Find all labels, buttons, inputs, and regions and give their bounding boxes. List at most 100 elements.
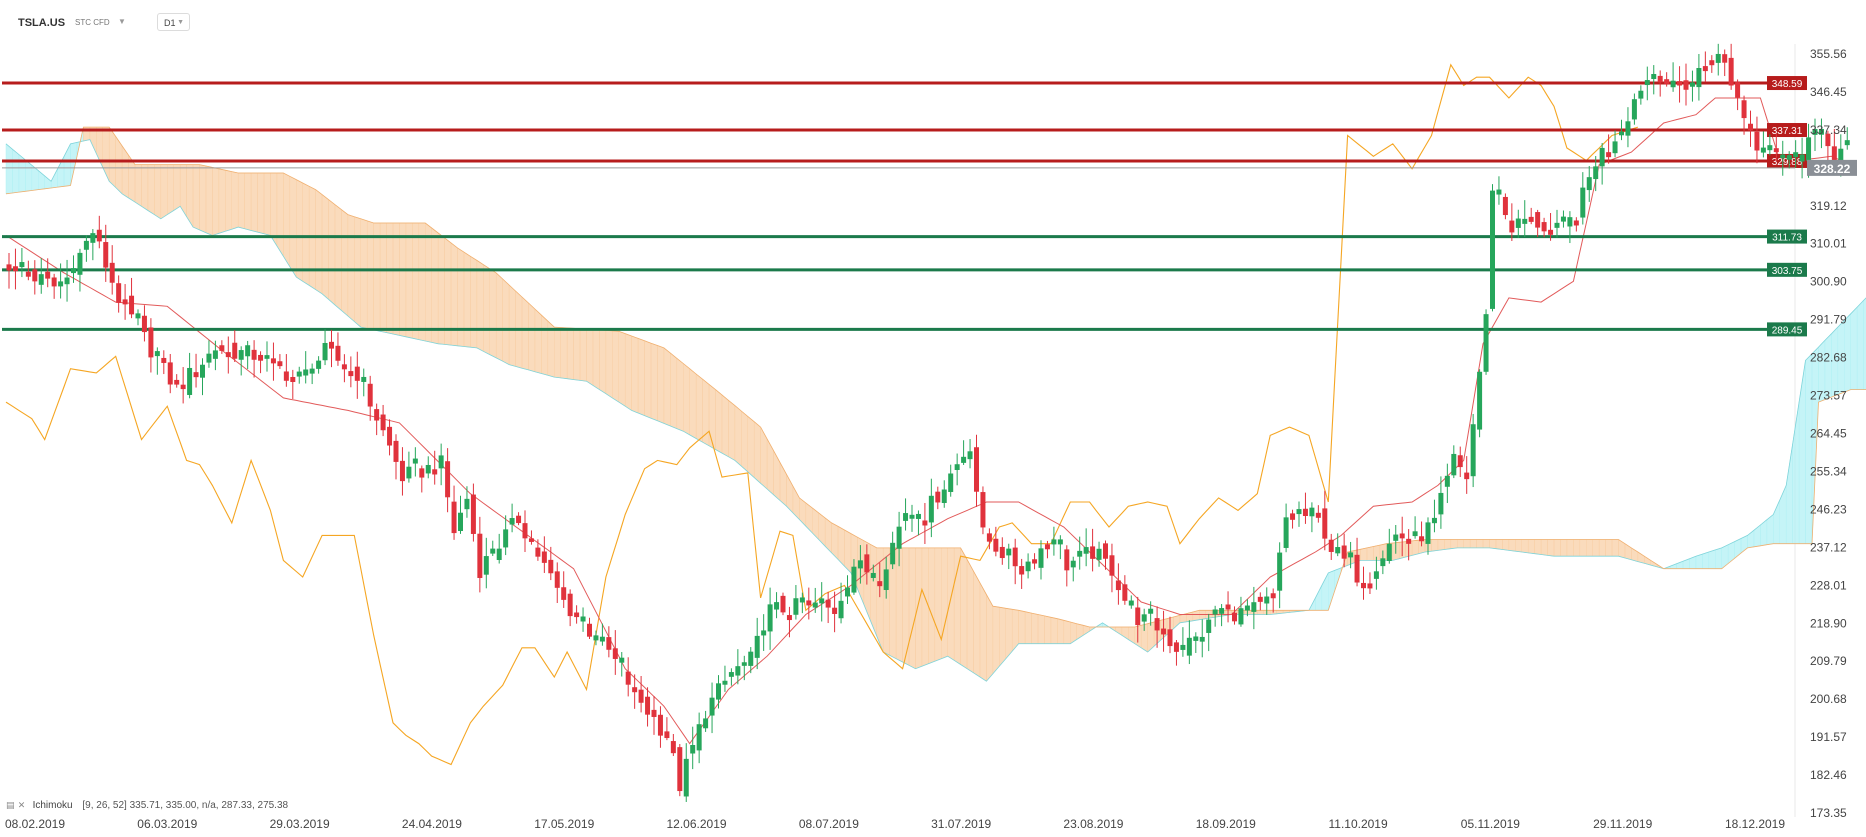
candle-body: [58, 281, 64, 287]
candle-body: [322, 342, 328, 361]
cloud-segment: [379, 222, 387, 333]
candle-body: [1148, 608, 1154, 614]
candle-body: [774, 602, 780, 610]
candle-body: [1115, 580, 1121, 591]
candle-body: [1612, 141, 1618, 154]
cloud-segment: [1024, 611, 1032, 644]
candle-body: [657, 714, 663, 736]
candle-body: [1689, 82, 1695, 87]
candle-body: [1367, 583, 1373, 589]
candle-body: [1083, 547, 1089, 554]
level-tag: [1767, 262, 1807, 277]
cloud-segment: [1057, 618, 1065, 644]
candle-body: [1515, 218, 1521, 228]
candle-body: [974, 447, 979, 492]
candle-body: [154, 351, 160, 357]
candle-body: [71, 268, 76, 274]
candle-body: [1715, 53, 1721, 63]
cloud-segment: [986, 594, 994, 682]
candle-body: [1154, 618, 1160, 631]
candle-body: [225, 352, 231, 358]
cloud-segment: [1798, 360, 1806, 544]
candle-body: [174, 379, 180, 385]
kijun-line: [5, 97, 1851, 745]
cloud-segment: [225, 169, 232, 232]
cloud-segment: [592, 329, 600, 391]
candle-body: [587, 623, 592, 637]
cloud-segment: [1560, 539, 1568, 557]
candle-body: [419, 468, 425, 478]
indicator-name: Ichimoku: [32, 800, 73, 811]
candle-body: [1225, 604, 1231, 610]
cloud-segment: [437, 232, 445, 345]
candle-body: [909, 514, 915, 519]
candle-body: [780, 595, 786, 613]
candle-body: [1322, 508, 1328, 539]
cloud-segment: [689, 368, 697, 439]
candle-body: [399, 460, 405, 482]
y-tick-label: 264.45: [1810, 427, 1847, 441]
candle-body: [677, 747, 683, 792]
cloud-segment: [792, 485, 800, 521]
candle-body: [245, 345, 251, 357]
candle-body: [1348, 552, 1354, 558]
indicator-legend: ▤ ✕ Ichimoku [9, 26, 52] 335.71, 335.00,…: [6, 800, 288, 811]
candle-body: [354, 366, 360, 381]
candle-body: [38, 274, 44, 285]
candle-body: [1122, 584, 1128, 601]
candle-body: [1831, 146, 1837, 160]
current-price-label: 328.22: [1814, 162, 1851, 176]
candle-body: [535, 547, 541, 557]
candle-body: [857, 560, 863, 569]
cloud-segment: [657, 345, 665, 424]
candle-body: [1806, 137, 1812, 161]
cloud-segment: [1173, 615, 1181, 630]
candle-body: [1490, 190, 1495, 309]
chevron-down-icon[interactable]: ▼: [118, 17, 126, 26]
candle-body: [1277, 552, 1283, 591]
candle-body: [361, 376, 367, 382]
x-tick-label: 31.07.2019: [931, 817, 991, 831]
candle-body: [1109, 555, 1115, 576]
level-lines: 348.59 337.31 329.88 311.73 303.75 289.45: [2, 76, 1807, 337]
ichimoku-cloud: [5, 126, 1866, 682]
cloud-segment: [502, 278, 510, 365]
candle-body: [806, 600, 812, 606]
y-tick-label: 346.45: [1810, 85, 1847, 99]
cloud-segment: [1785, 443, 1793, 544]
candle-body: [509, 518, 515, 525]
candle-body: [1586, 177, 1592, 191]
candle-body: [541, 551, 547, 563]
close-icon[interactable]: ✕: [17, 800, 26, 810]
candle-body: [728, 672, 734, 677]
candle-body: [599, 636, 605, 642]
cloud-segment: [1863, 297, 1866, 390]
candle-body: [1019, 566, 1025, 575]
candle-body: [1206, 619, 1212, 633]
candle-body: [851, 566, 857, 593]
level-tag: [1767, 76, 1807, 91]
candle-body: [767, 604, 773, 632]
candle-body: [1173, 642, 1179, 652]
settings-icon[interactable]: ▤: [6, 800, 15, 810]
cloud-segment: [354, 216, 361, 328]
candle-body: [941, 489, 947, 504]
symbol-label[interactable]: TSLA.US: [18, 17, 66, 29]
candle-body: [799, 597, 805, 603]
candle-body: [1560, 216, 1566, 222]
cloud-segment: [1050, 616, 1058, 644]
cloud-segment: [599, 329, 607, 395]
candle-body: [470, 494, 476, 534]
y-tick-label: 337.34: [1810, 123, 1847, 137]
candle-body: [741, 662, 747, 666]
cloud-segment: [1592, 539, 1600, 557]
timeframe-select[interactable]: D1 ▼: [157, 13, 190, 31]
candle-body: [1051, 539, 1057, 545]
candle-body: [1025, 561, 1031, 572]
candle-body: [1619, 131, 1624, 136]
candle-body: [1296, 509, 1302, 515]
candle-body: [554, 571, 560, 588]
cloud-segment: [160, 164, 168, 220]
cloud-segment: [1566, 539, 1574, 557]
